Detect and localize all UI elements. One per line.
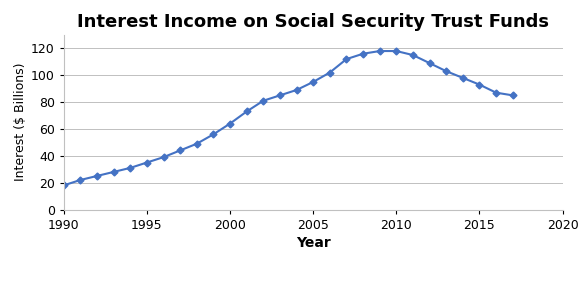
Interest — [177, 149, 184, 152]
Interest — [60, 184, 67, 187]
Title: Interest Income on Social Security Trust Funds: Interest Income on Social Security Trust… — [77, 13, 549, 31]
Interest — [443, 70, 450, 73]
Interest — [426, 61, 433, 65]
Interest — [227, 122, 234, 125]
Interest — [393, 49, 400, 53]
Interest — [310, 80, 317, 84]
Interest — [127, 166, 134, 170]
X-axis label: Year: Year — [296, 236, 331, 250]
Interest — [343, 57, 350, 61]
Legend: Interest: Interest — [269, 288, 358, 291]
Interest — [360, 52, 367, 56]
Interest — [160, 155, 167, 159]
Interest — [77, 178, 84, 182]
Interest — [459, 76, 466, 80]
Interest — [476, 83, 483, 86]
Interest — [260, 99, 267, 102]
Interest — [143, 161, 150, 164]
Interest — [509, 94, 516, 97]
Interest — [193, 142, 200, 146]
Interest — [277, 94, 284, 97]
Interest — [409, 53, 416, 57]
Interest — [210, 133, 217, 136]
Interest — [293, 88, 300, 92]
Interest — [93, 174, 100, 178]
Interest — [243, 110, 250, 113]
Y-axis label: Interest ($ Billions): Interest ($ Billions) — [14, 63, 27, 182]
Interest — [110, 170, 117, 174]
Interest — [327, 71, 333, 74]
Interest — [492, 91, 499, 94]
Line: Interest: Interest — [61, 49, 515, 188]
Interest — [376, 49, 383, 53]
